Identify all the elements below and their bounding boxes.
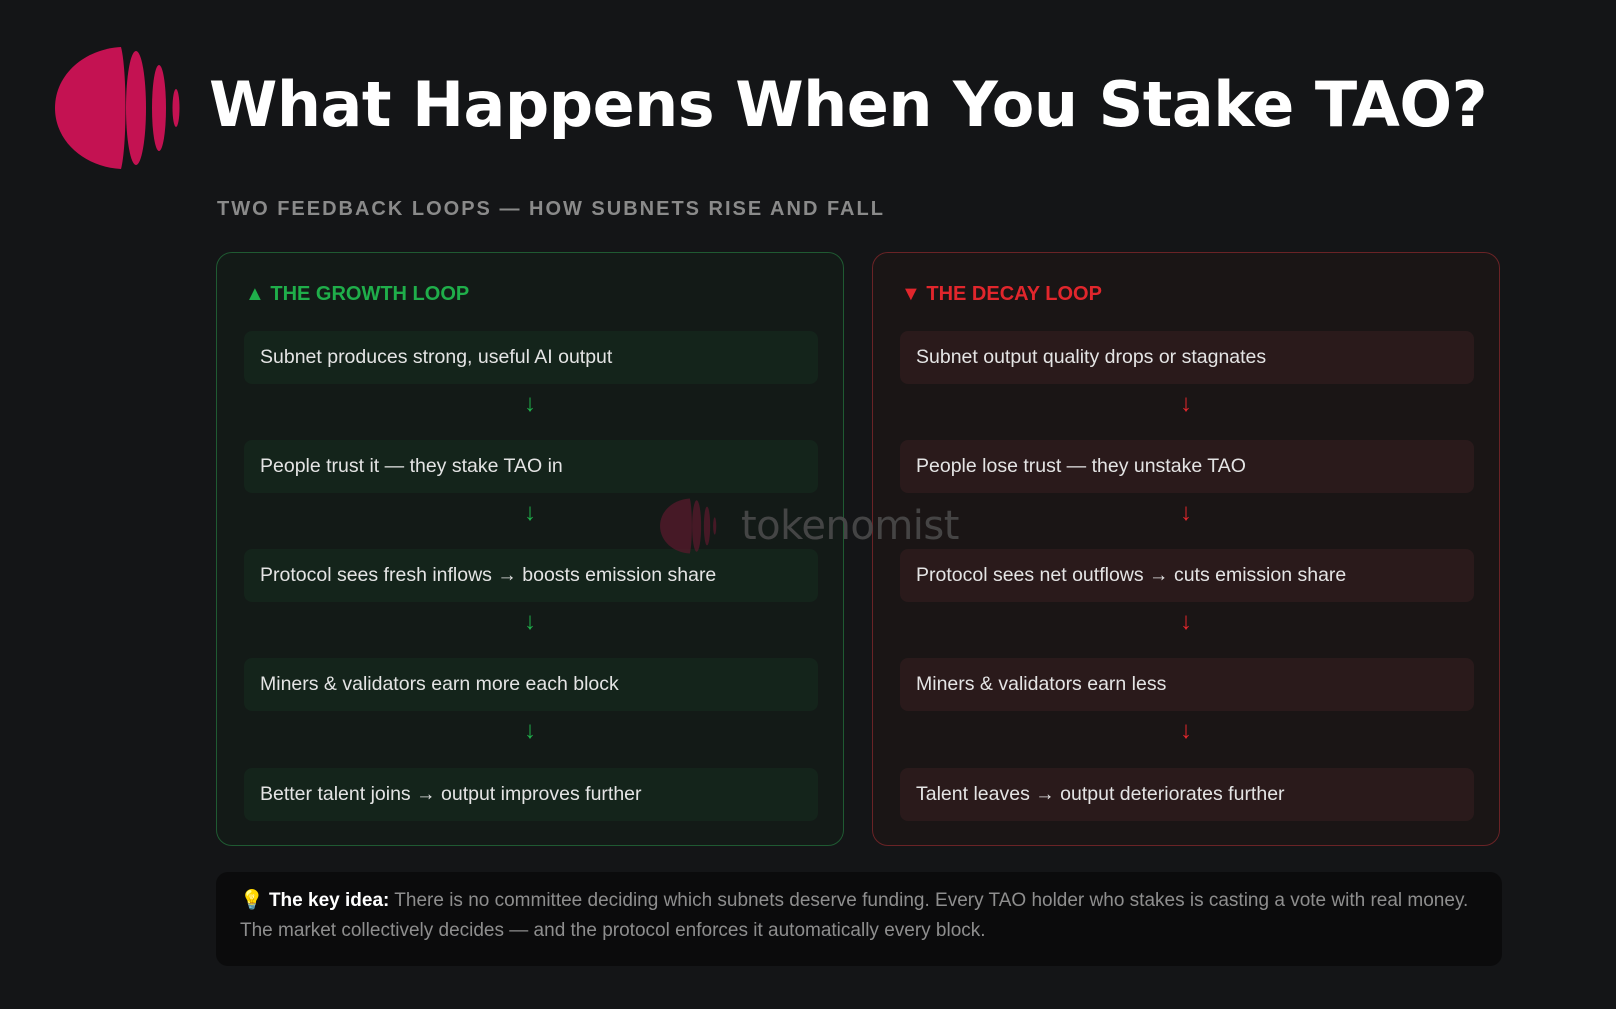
decay-step: Subnet output quality drops or stagnates [900, 331, 1474, 384]
arrow-down-icon: ↓ [1180, 608, 1192, 635]
decay-step: Talent leaves → output deteriorates furt… [900, 768, 1474, 821]
arrow-down-icon: ↓ [1180, 499, 1192, 526]
growth-step: People trust it — they stake TAO in [244, 440, 818, 493]
watermark-logo-icon [660, 498, 717, 554]
arrow-down-icon: ↓ [1180, 390, 1192, 417]
watermark: tokenomist [660, 498, 959, 554]
page-title: What Happens When You Stake TAO? [209, 68, 1488, 141]
decay-step: Miners & validators earn less [900, 658, 1474, 711]
tokenomist-logo [55, 47, 180, 169]
watermark-text: tokenomist [741, 503, 959, 549]
growth-step: Protocol sees fresh inflows → boosts emi… [244, 549, 818, 602]
arrow-down-icon: ↓ [524, 717, 536, 744]
growth-loop-title: ▲ THE GROWTH LOOP [245, 283, 470, 305]
arrow-down-icon: ↓ [524, 499, 536, 526]
growth-step: Miners & validators earn more each block [244, 658, 818, 711]
decay-loop-title: ▼ THE DECAY LOOP [901, 283, 1102, 305]
decay-step: People lose trust — they unstake TAO [900, 440, 1474, 493]
arrow-down-icon: ↓ [1180, 717, 1192, 744]
page-subtitle: TWO FEEDBACK LOOPS — HOW SUBNETS RISE AN… [217, 198, 885, 220]
growth-step: Subnet produces strong, useful AI output [244, 331, 818, 384]
decay-step: Protocol sees net outflows → cuts emissi… [900, 549, 1474, 602]
key-idea-label: The key idea: [268, 890, 390, 911]
lightbulb-icon: 💡 [240, 890, 264, 911]
arrow-down-icon: ↓ [524, 390, 536, 417]
key-idea-text: There is no committee deciding which sub… [240, 890, 1469, 941]
arrow-down-icon: ↓ [524, 608, 536, 635]
growth-step: Better talent joins → output improves fu… [244, 768, 818, 821]
growth-loop-panel: ▲ THE GROWTH LOOP Subnet produces strong… [216, 252, 844, 846]
decay-loop-panel: ▼ THE DECAY LOOP Subnet output quality d… [872, 252, 1500, 846]
key-idea-callout: 💡 The key idea: There is no committee de… [216, 872, 1502, 966]
